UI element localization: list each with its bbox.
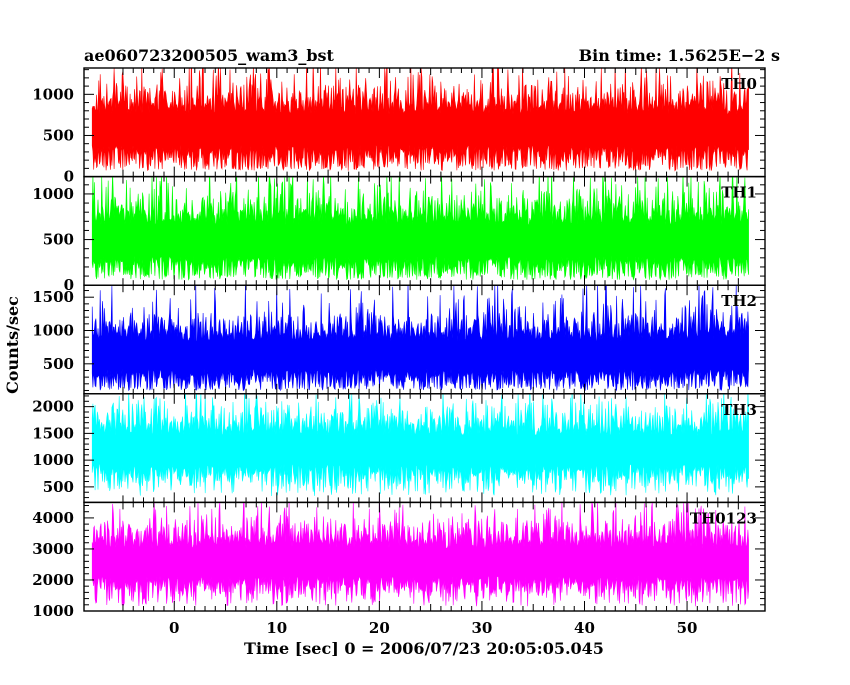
panel-label: TH1 [721,184,757,202]
x-tick-label: 40 [574,619,595,637]
panel-label: TH0 [721,75,757,93]
y-tick-label: 0 [64,168,74,186]
y-tick-label: 1000 [32,322,74,340]
y-tick-label: 500 [43,355,74,373]
panel-label: TH2 [721,292,757,310]
x-tick-label: 30 [471,619,492,637]
y-tick-label: 0 [64,276,74,294]
y-tick-label: 1500 [32,288,74,306]
panel-label: TH3 [721,401,757,419]
y-tick-label: 1000 [32,85,74,103]
y-tick-label: 500 [43,231,74,249]
x-tick-label: 0 [169,619,179,637]
x-axis-label: Time [sec] 0 = 2006/07/23 20:05:05.045 [244,639,604,658]
series-th3 [91,393,749,497]
y-tick-label: 1500 [32,424,74,442]
y-tick-label: 3000 [32,540,74,558]
y-tick-label: 4000 [32,509,74,527]
series-th2 [91,285,749,392]
x-tick-label: 50 [677,619,698,637]
y-tick-label: 500 [43,126,74,144]
series-th1 [91,176,749,281]
panel-frame-th0123 [83,501,766,612]
y-axis-label: Counts/sec [3,296,22,394]
x-tick-label: 10 [266,619,287,637]
y-tick-label: 2000 [32,571,74,589]
bin-time-label: Bin time: 1.5625E−2 s [579,46,780,65]
series-th0 [91,68,749,172]
y-tick-label: 1000 [32,451,74,469]
chart-title: ae060723200505_wam3_bst [84,46,335,65]
y-tick-label: 500 [43,478,74,496]
y-tick-label: 1000 [32,602,74,620]
y-tick-label: 1000 [32,185,74,203]
x-tick-label: 20 [369,619,390,637]
series-th0123 [91,502,749,607]
y-tick-label: 2000 [32,398,74,416]
panel-label: TH0123 [690,509,757,527]
